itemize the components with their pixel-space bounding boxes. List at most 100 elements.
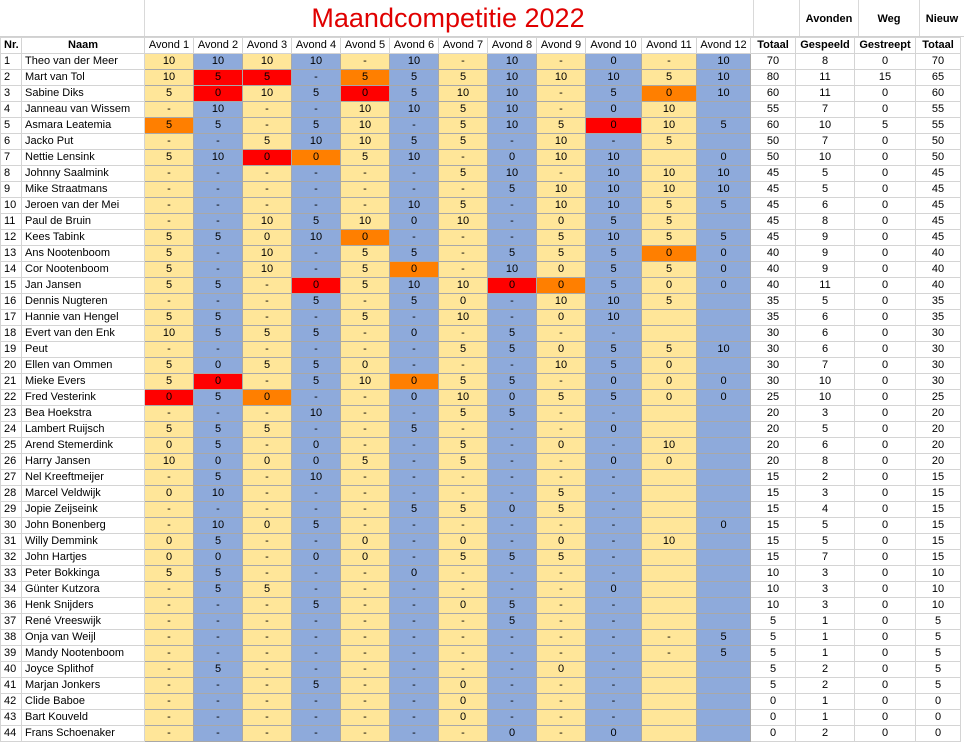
score-cell[interactable]: - (242, 373, 292, 390)
score-cell[interactable]: 5 (536, 389, 586, 406)
score-cell[interactable]: 10 (585, 149, 642, 166)
score-cell[interactable]: 10 (696, 85, 751, 102)
total-cell[interactable]: 30 (750, 341, 796, 358)
score-cell[interactable]: 5 (144, 277, 194, 294)
row-number[interactable]: 3 (0, 85, 22, 102)
player-name[interactable]: Ans Nootenboom (21, 245, 145, 262)
score-cell[interactable]: 5 (641, 197, 697, 214)
score-cell[interactable]: 10 (144, 53, 194, 70)
score-cell[interactable] (641, 613, 697, 630)
total-cell[interactable]: 10 (750, 565, 796, 582)
played-cell[interactable]: 9 (795, 229, 855, 246)
score-cell[interactable]: 0 (641, 245, 697, 262)
struck-cell[interactable]: 0 (854, 341, 916, 358)
row-number[interactable]: 20 (0, 357, 22, 374)
score-cell[interactable]: - (536, 469, 586, 486)
new-total-cell[interactable]: 70 (915, 53, 961, 70)
score-cell[interactable]: 5 (144, 229, 194, 246)
score-cell[interactable]: 0 (291, 453, 341, 470)
total-cell[interactable]: 15 (750, 533, 796, 550)
played-cell[interactable]: 5 (795, 181, 855, 198)
score-cell[interactable]: 0 (585, 53, 642, 70)
player-name[interactable]: Lambert Ruijsch (21, 421, 145, 438)
score-cell[interactable]: 0 (144, 549, 194, 566)
score-cell[interactable]: 0 (291, 149, 341, 166)
score-cell[interactable]: - (242, 533, 292, 550)
score-cell[interactable]: 10 (696, 181, 751, 198)
score-cell[interactable]: 10 (536, 197, 586, 214)
score-cell[interactable]: 5 (389, 501, 439, 518)
score-cell[interactable]: - (291, 661, 341, 678)
score-cell[interactable]: - (389, 517, 439, 534)
player-name[interactable]: Jeroen van der Mei (21, 197, 145, 214)
score-cell[interactable]: 0 (536, 261, 586, 278)
row-number[interactable]: 15 (0, 277, 22, 294)
new-total-cell[interactable]: 15 (915, 517, 961, 534)
score-cell[interactable]: - (340, 613, 390, 630)
score-cell[interactable] (641, 661, 697, 678)
struck-cell[interactable]: 0 (854, 485, 916, 502)
new-total-cell[interactable]: 5 (915, 629, 961, 646)
played-cell[interactable]: 7 (795, 549, 855, 566)
score-cell[interactable]: - (242, 117, 292, 134)
score-cell[interactable]: - (585, 549, 642, 566)
score-cell[interactable]: - (291, 165, 341, 182)
score-cell[interactable]: - (389, 165, 439, 182)
score-cell[interactable]: - (242, 405, 292, 422)
new-total-cell[interactable]: 35 (915, 309, 961, 326)
score-cell[interactable]: - (193, 181, 243, 198)
score-cell[interactable]: 5 (641, 341, 697, 358)
score-cell[interactable]: - (340, 517, 390, 534)
row-number[interactable]: 18 (0, 325, 22, 342)
score-cell[interactable]: - (340, 437, 390, 454)
score-cell[interactable]: - (536, 613, 586, 630)
score-cell[interactable]: 5 (144, 565, 194, 582)
player-name[interactable]: Jan Jansen (21, 277, 145, 294)
struck-cell[interactable]: 0 (854, 661, 916, 678)
played-cell[interactable]: 8 (795, 53, 855, 70)
struck-cell[interactable]: 0 (854, 677, 916, 694)
total-cell[interactable]: 30 (750, 373, 796, 390)
score-cell[interactable]: - (536, 85, 586, 102)
score-cell[interactable]: 0 (340, 533, 390, 550)
score-cell[interactable]: - (536, 725, 586, 742)
score-cell[interactable]: 5 (696, 629, 751, 646)
score-cell[interactable] (696, 693, 751, 710)
score-cell[interactable]: 5 (641, 213, 697, 230)
score-cell[interactable]: 5 (438, 69, 488, 86)
struck-cell[interactable]: 0 (854, 421, 916, 438)
score-cell[interactable]: - (438, 245, 488, 262)
score-cell[interactable]: - (438, 53, 488, 70)
score-cell[interactable]: 10 (696, 165, 751, 182)
score-cell[interactable]: 5 (242, 421, 292, 438)
new-total-cell[interactable]: 20 (915, 437, 961, 454)
score-cell[interactable]: - (389, 117, 439, 134)
total-cell[interactable]: 5 (750, 677, 796, 694)
score-cell[interactable]: 0 (585, 117, 642, 134)
total-cell[interactable]: 40 (750, 261, 796, 278)
score-cell[interactable]: - (144, 725, 194, 742)
score-cell[interactable]: 0 (585, 725, 642, 742)
score-cell[interactable]: 10 (291, 405, 341, 422)
score-cell[interactable]: 0 (641, 453, 697, 470)
score-cell[interactable]: - (340, 581, 390, 598)
row-number[interactable]: 37 (0, 613, 22, 630)
score-cell[interactable]: - (389, 581, 439, 598)
struck-cell[interactable]: 0 (854, 693, 916, 710)
new-total-cell[interactable]: 50 (915, 133, 961, 150)
score-cell[interactable]: - (340, 645, 390, 662)
score-cell[interactable]: 5 (291, 325, 341, 342)
score-cell[interactable]: - (487, 677, 537, 694)
score-cell[interactable]: 5 (438, 101, 488, 118)
score-cell[interactable]: - (291, 501, 341, 518)
player-name[interactable]: Peter Bokkinga (21, 565, 145, 582)
score-cell[interactable]: 5 (487, 597, 537, 614)
score-cell[interactable]: 5 (438, 501, 488, 518)
score-cell[interactable]: 0 (242, 149, 292, 166)
score-cell[interactable]: 5 (242, 325, 292, 342)
played-cell[interactable]: 3 (795, 581, 855, 598)
score-cell[interactable]: - (144, 677, 194, 694)
score-cell[interactable]: 10 (144, 453, 194, 470)
score-cell[interactable]: - (389, 693, 439, 710)
score-cell[interactable]: - (487, 693, 537, 710)
